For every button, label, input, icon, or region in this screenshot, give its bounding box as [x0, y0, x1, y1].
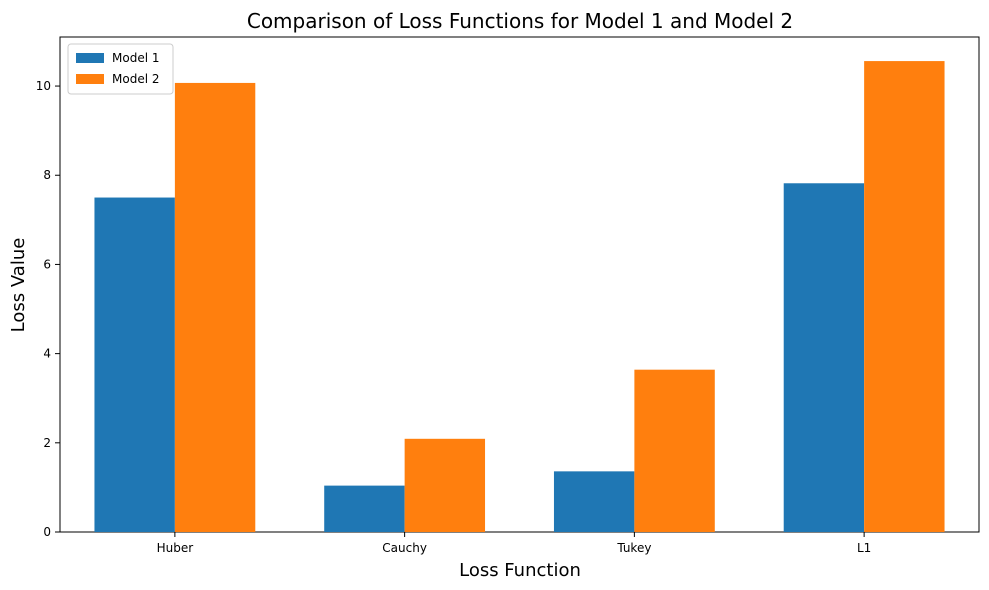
- bar-model-2-huber: [174, 82, 256, 533]
- bar-model-1-huber: [94, 197, 175, 533]
- y-tick-label: 10: [36, 79, 51, 93]
- bar-model-2-l1: [864, 61, 945, 532]
- bar-model-1-tukey: [553, 471, 635, 532]
- bar-model-2-tukey: [634, 369, 715, 532]
- legend-label: Model 1: [112, 51, 159, 65]
- chart-title: Comparison of Loss Functions for Model 1…: [247, 9, 793, 33]
- x-tick-label: Cauchy: [382, 541, 427, 555]
- plot-area: [59, 36, 980, 533]
- y-tick-label: 0: [43, 525, 51, 539]
- x-axis-label: Loss Function: [459, 560, 581, 581]
- legend: Model 1 Model 2: [67, 43, 174, 95]
- plot-frame: [59, 36, 980, 533]
- y-tick-label: 2: [43, 436, 51, 450]
- bar-model-1-cauchy: [324, 485, 405, 532]
- y-axis-ticks: 0 2 4 6 8 10: [36, 79, 60, 539]
- y-axis-label: Loss Value: [8, 238, 29, 333]
- y-tick-label: 8: [43, 168, 51, 182]
- y-tick-label: 6: [43, 257, 51, 271]
- legend-label: Model 2: [112, 72, 159, 86]
- x-tick-label: Tukey: [616, 541, 651, 555]
- legend-swatch: [76, 74, 104, 84]
- x-axis-ticks: Huber Cauchy Tukey L1: [157, 532, 871, 555]
- bars-group: [94, 61, 945, 533]
- y-tick-label: 4: [43, 347, 51, 361]
- bar-model-2-cauchy: [404, 438, 486, 532]
- x-tick-label: L1: [857, 541, 871, 555]
- x-tick-label: Huber: [157, 541, 194, 555]
- legend-swatch: [76, 53, 104, 63]
- bar-model-1-l1: [783, 183, 865, 532]
